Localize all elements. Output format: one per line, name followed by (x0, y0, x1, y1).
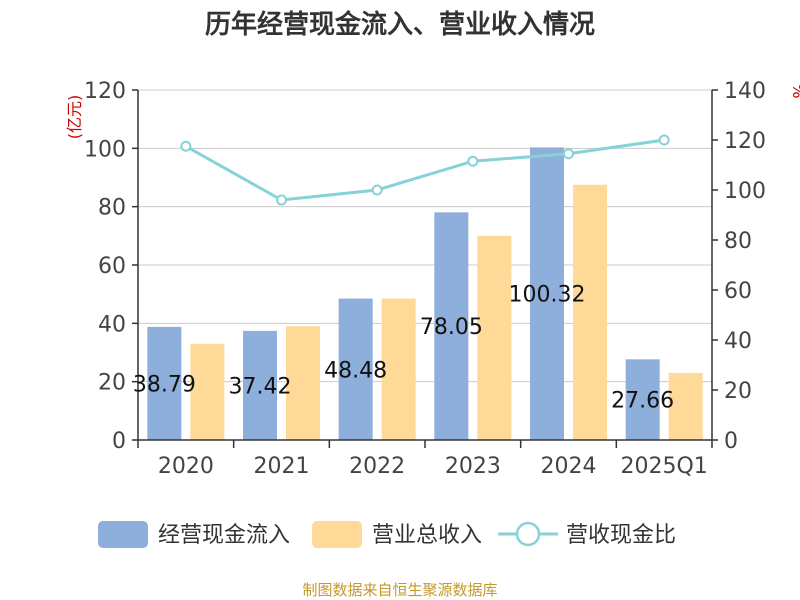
legend-ratio-label: 营收现金比 (566, 523, 676, 548)
revenue-bar (668, 372, 703, 440)
legend-cash-inflow-label: 经营现金流入 (158, 523, 290, 548)
x-axis-tick-label: 2021 (254, 454, 310, 479)
cash-inflow-data-label: 27.66 (611, 389, 674, 414)
right-axis-tick-label: 100 (724, 179, 766, 204)
source-note: 制图数据来自恒生聚源数据库 (302, 581, 497, 599)
cash-inflow-data-label: 48.48 (324, 358, 387, 383)
revenue-bar (477, 235, 512, 440)
cash-inflow-data-label: 38.79 (133, 372, 196, 397)
right-axis-tick-label: 120 (724, 129, 766, 154)
x-axis-tick-label: 2020 (158, 454, 214, 479)
ratio-point (276, 194, 287, 206)
cash-inflow-bar (147, 326, 182, 440)
legend-cash-inflow-swatch (98, 521, 148, 548)
left-axis-unit: (亿元) (65, 95, 84, 140)
cash-inflow-data-label: 37.42 (229, 374, 292, 399)
bars (147, 147, 703, 440)
ratio-point (563, 148, 574, 160)
right-axis-tick-label: 60 (724, 279, 752, 304)
left-axis-tick-label: 100 (84, 137, 126, 162)
left-axis-tick-label: 80 (98, 196, 126, 221)
legend-revenue-label: 营业总收入 (372, 523, 482, 548)
x-axis-tick-label: 2025Q1 (621, 454, 708, 479)
ratio-line (180, 134, 670, 206)
x-axis-tick-label: 2023 (445, 454, 501, 479)
ratio-point (371, 184, 383, 196)
left-axis-tick-label: 20 (98, 371, 126, 396)
revenue-bar (286, 326, 320, 440)
left-axis-tick-label: 120 (84, 79, 126, 104)
legend-ratio-swatch-marker (515, 521, 541, 547)
revenue-bar (573, 184, 607, 440)
revenue-bar (381, 298, 416, 440)
right-axis-tick-label: 80 (724, 229, 752, 254)
right-axis-tick-label: 20 (724, 379, 752, 404)
left-axis-tick-label: 60 (98, 254, 126, 279)
data-labels: 38.79 37.42 48.48 78.05 100.32 27.66 (133, 283, 674, 414)
cash-inflow-bar (243, 330, 277, 440)
ratio-point (467, 155, 479, 167)
legend-revenue-swatch (312, 521, 363, 548)
right-axis-unit: % (789, 83, 800, 98)
cash-inflow-bar (530, 147, 564, 440)
ratio-line-path (185, 138, 665, 202)
cash-inflow-data-label: 78.05 (420, 315, 483, 340)
grid (138, 89, 712, 383)
right-axis-tick-label: 140 (724, 79, 766, 104)
cash-inflow-bar (434, 212, 469, 440)
left-axis-tick-label: 40 (98, 312, 126, 337)
right-axis-tick-label: 0 (724, 429, 738, 454)
right-axis-tick-label: 40 (724, 329, 752, 354)
cash-inflow-bar (625, 359, 660, 440)
left-axis-tick-label: 0 (112, 429, 126, 454)
revenue-bar (190, 343, 225, 440)
ratio-point (180, 140, 192, 152)
legend: 经营现金流入 营业总收入 营收现金比 (98, 521, 676, 548)
chart-title: 历年经营现金流入、营业收入情况 (205, 9, 595, 40)
cash-inflow-bar (338, 298, 373, 440)
cash-inflow-data-label: 100.32 (509, 283, 586, 308)
x-axis-tick-label: 2024 (541, 454, 597, 479)
axes: 0 20 40 60 80 100 120 0 20 40 60 80 100 120 140 (亿元)% 20… (65, 79, 800, 479)
x-axis-tick-label: 2022 (349, 454, 405, 479)
ratio-point (658, 134, 670, 146)
